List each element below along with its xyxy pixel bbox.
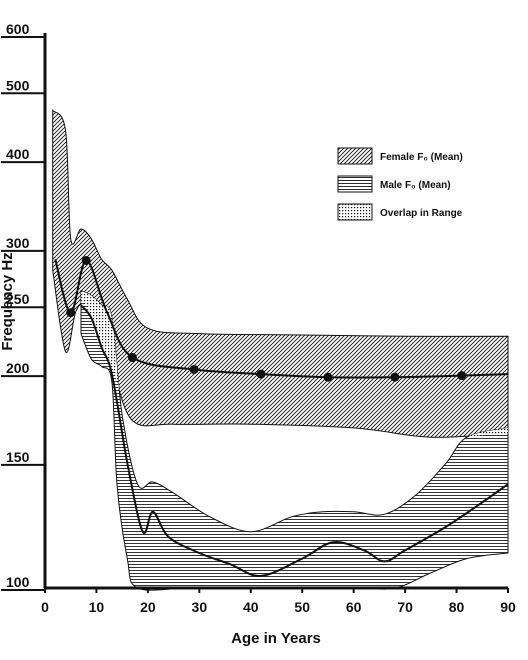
x-tick-label: 30 — [192, 599, 208, 615]
x-tick-label: 0 — [41, 599, 49, 615]
male-mean-line — [80, 304, 509, 577]
x-tick-label: 20 — [140, 599, 156, 615]
female-mean-point — [81, 255, 91, 265]
legend-label: Male F₀ (Mean) — [380, 180, 451, 191]
female-mean-point — [256, 369, 266, 379]
axes: 0 10 20 30 40 50 60 70 80 90 100 150 200 250 300 400 500… — [0, 21, 516, 615]
y-tick-label: 200 — [6, 360, 30, 376]
x-tick-label: 70 — [397, 599, 413, 615]
female-mean-point — [457, 371, 467, 381]
legend: Female F₀ (Mean) Male F₀ (Mean) Overlap in… — [337, 147, 463, 221]
x-axis-label: Age in Years — [231, 630, 321, 647]
x-tick-label: 10 — [89, 599, 105, 615]
legend-swatch-male — [337, 175, 373, 193]
plot-area — [52, 108, 509, 591]
female-mean-point — [66, 308, 76, 318]
legend-label: Overlap in Range — [380, 208, 463, 219]
y-tick-label: 300 — [6, 235, 30, 251]
y-tick-label: 500 — [6, 77, 30, 93]
y-tick-label: 100 — [6, 574, 30, 590]
y-axis-label: Frequency Hz — [0, 252, 16, 350]
x-tick-label: 80 — [449, 599, 465, 615]
y-tick-label: 600 — [6, 21, 30, 37]
legend-swatch-female — [337, 147, 373, 165]
y-tick-label: 400 — [6, 146, 30, 162]
x-tick-label: 50 — [294, 599, 310, 615]
x-tick-label: 40 — [243, 599, 259, 615]
legend-swatch-overlap — [337, 203, 373, 221]
x-tick-label: 60 — [346, 599, 362, 615]
y-tick-label: 150 — [6, 449, 30, 465]
y-tick-label: 250 — [6, 291, 30, 307]
female-mean-point — [323, 372, 333, 382]
legend-label: Female F₀ (Mean) — [380, 152, 463, 163]
male-range-band — [80, 289, 509, 591]
female-mean-point — [189, 364, 199, 374]
female-mean-point — [127, 353, 137, 363]
x-tick-label: 90 — [500, 599, 516, 615]
female-mean-point — [390, 372, 400, 382]
